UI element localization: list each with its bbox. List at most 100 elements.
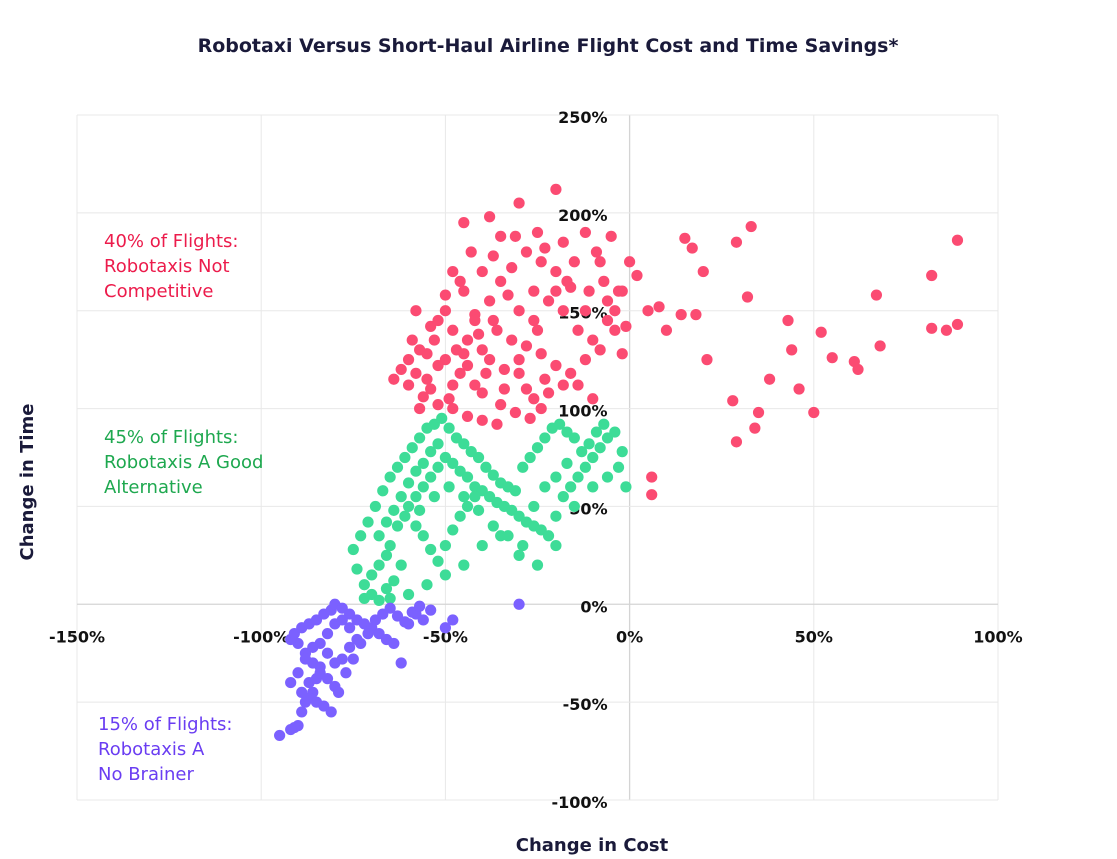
x-tick-label: 50% (795, 627, 833, 646)
data-point (609, 324, 621, 336)
data-point (646, 489, 658, 501)
data-point (513, 367, 525, 379)
data-point (620, 481, 632, 493)
data-point (498, 363, 510, 376)
data-point (509, 230, 521, 242)
data-point (679, 232, 691, 244)
data-point (336, 614, 348, 626)
data-point (432, 555, 444, 567)
data-point (509, 406, 521, 419)
data-point (951, 318, 964, 331)
data-point (358, 592, 370, 605)
data-point (480, 461, 492, 473)
data-point (344, 641, 356, 653)
data-point (458, 559, 470, 571)
data-point (414, 504, 426, 516)
data-point (697, 265, 709, 278)
data-point (414, 344, 426, 356)
data-point (782, 314, 794, 327)
data-point (484, 211, 496, 223)
data-point (487, 469, 499, 481)
data-point (469, 314, 481, 327)
x-axis-title: Change in Cost (516, 835, 669, 856)
data-point (620, 320, 632, 332)
data-point (406, 334, 418, 346)
annotation-line: 45% of Flights: (104, 427, 239, 448)
data-point (583, 438, 595, 450)
data-point (506, 334, 518, 346)
data-point (579, 354, 591, 366)
data-point (388, 575, 400, 587)
data-point (465, 246, 477, 258)
data-point (926, 269, 938, 282)
data-point (439, 289, 451, 301)
data-point (579, 305, 591, 317)
data-point (380, 549, 393, 561)
data-point (447, 402, 459, 415)
region-annotation: 40% of Flights: Robotaxis Not Competitive (104, 231, 239, 302)
data-point (402, 379, 415, 391)
data-point (513, 197, 525, 209)
data-point (612, 285, 625, 297)
data-point (321, 673, 334, 685)
data-point (432, 438, 444, 450)
region-annotation: 15% of Flights: Robotaxis A No Brainer (98, 714, 233, 785)
data-point (384, 471, 396, 483)
data-point (391, 520, 404, 532)
data-point (410, 465, 422, 477)
data-point (439, 305, 451, 317)
data-point (616, 446, 628, 458)
data-point (594, 256, 606, 268)
data-point (690, 309, 702, 321)
data-point (410, 491, 422, 503)
data-point (432, 399, 444, 411)
data-point (572, 471, 584, 483)
data-point (414, 402, 426, 415)
data-point (487, 520, 499, 532)
data-point (502, 289, 514, 301)
data-point (472, 451, 485, 464)
y-tick-label: 0% (580, 597, 607, 616)
annotation-line: Robotaxis A (98, 739, 205, 760)
data-point (402, 500, 415, 513)
data-point (539, 242, 551, 254)
data-point (568, 256, 580, 268)
data-point (351, 563, 363, 575)
data-point (347, 653, 359, 665)
data-point (377, 485, 389, 497)
data-point (355, 530, 367, 542)
data-point (362, 628, 374, 640)
data-point (447, 324, 459, 336)
data-point (321, 647, 334, 659)
data-point (480, 367, 492, 379)
data-point (340, 667, 352, 679)
data-point (491, 418, 503, 430)
data-point (815, 326, 827, 338)
data-point (388, 637, 400, 650)
data-point (598, 418, 610, 430)
data-point (285, 723, 297, 736)
data-point (565, 481, 577, 493)
data-point (410, 520, 422, 532)
data-point (484, 354, 496, 366)
data-point (469, 491, 481, 503)
data-point (373, 559, 385, 571)
data-point (550, 471, 562, 483)
y-tick-label: 200% (558, 206, 607, 225)
data-point (686, 242, 698, 254)
data-point (572, 379, 584, 391)
chart-title: Robotaxi Versus Short-Haul Airline Fligh… (198, 35, 899, 57)
data-point (513, 598, 525, 610)
data-point (421, 579, 433, 591)
data-point (579, 226, 591, 239)
data-point (624, 256, 636, 268)
data-point (594, 344, 606, 356)
data-point (399, 510, 411, 522)
data-point (874, 340, 886, 352)
data-point (447, 379, 459, 391)
data-point (358, 579, 370, 591)
data-point (399, 616, 411, 628)
data-point (590, 426, 603, 438)
data-point (461, 471, 474, 483)
annotation-line: No Brainer (98, 764, 194, 785)
